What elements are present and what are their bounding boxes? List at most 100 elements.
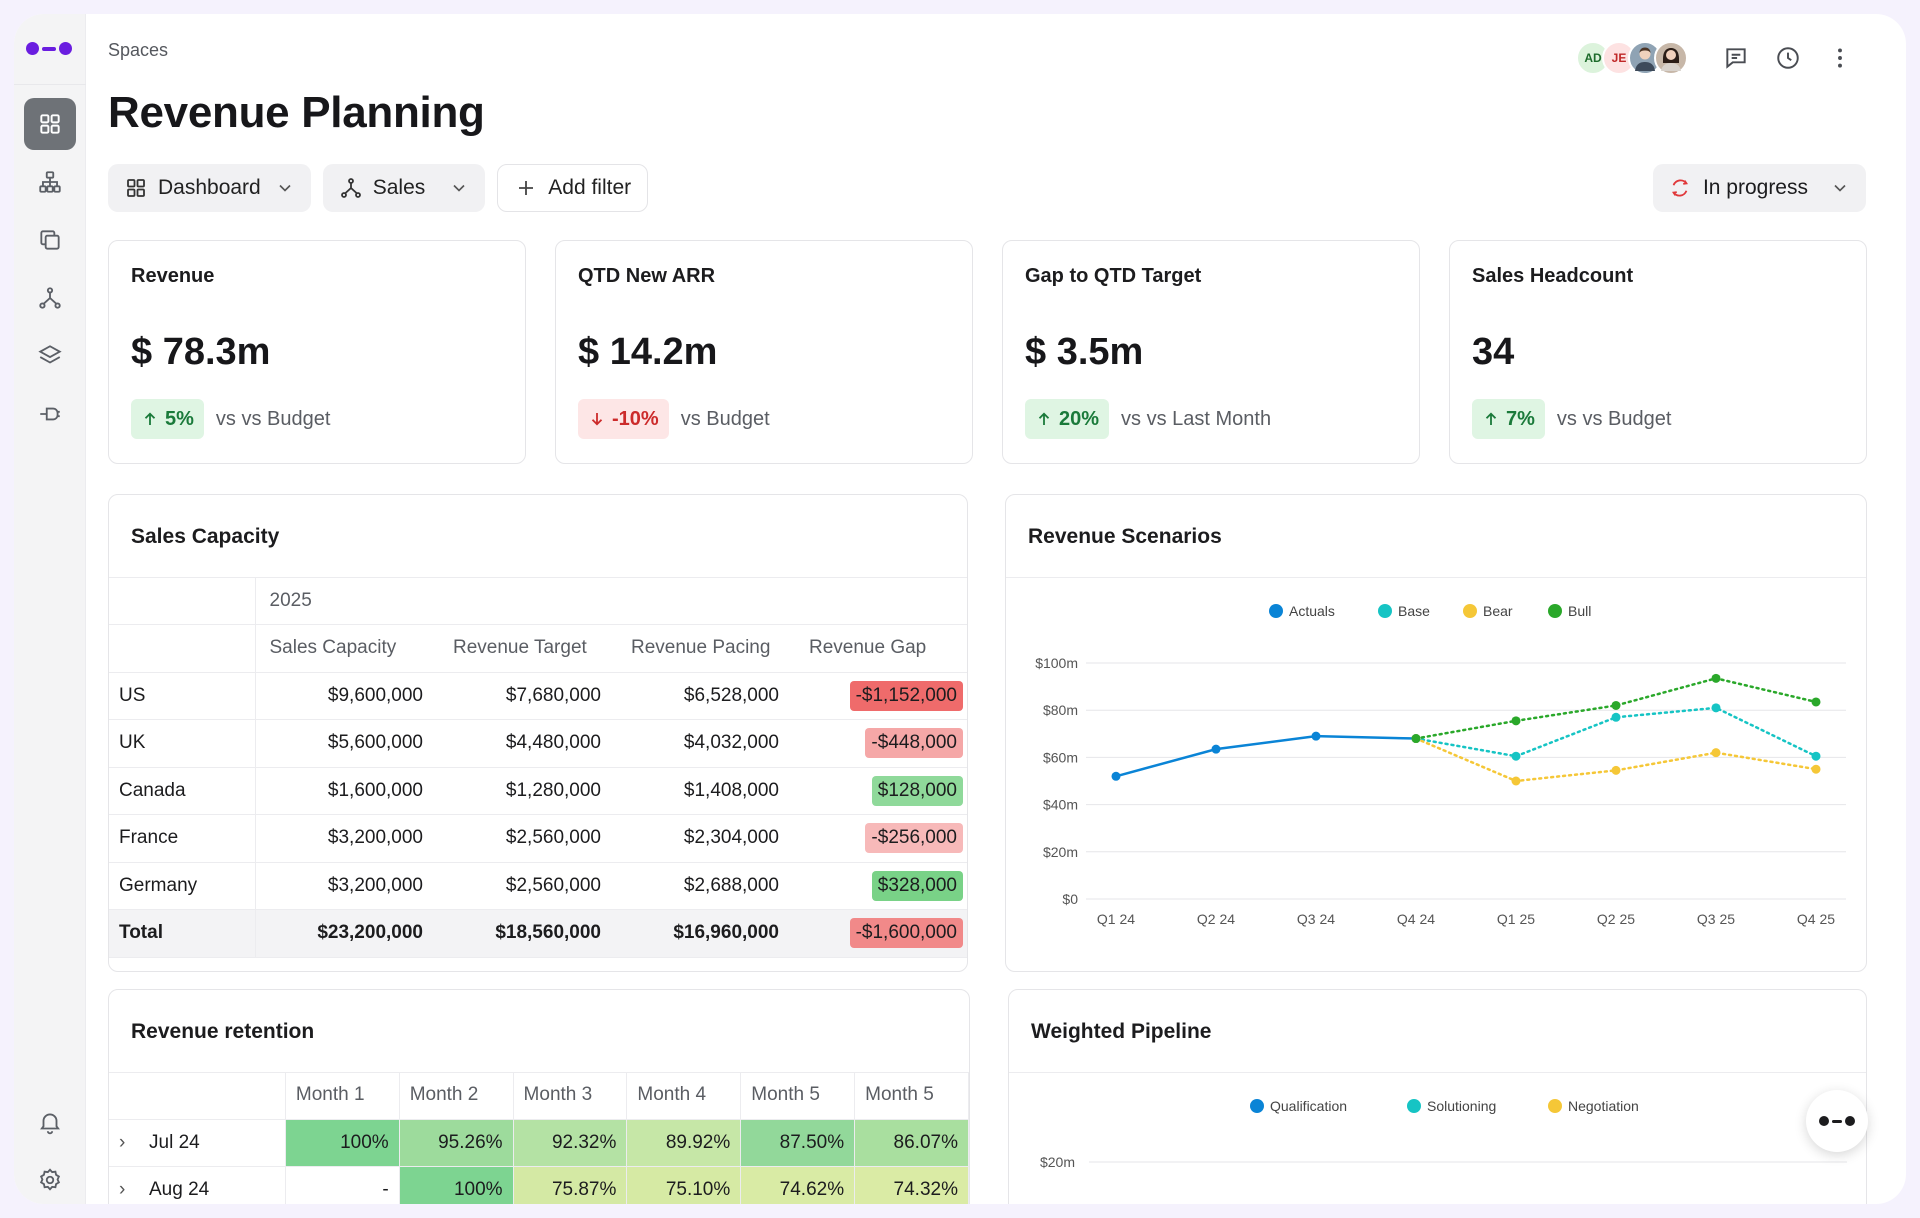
add-filter-button[interactable]: Add filter (497, 164, 649, 212)
x-tick-label: Q1 25 (1497, 911, 1535, 927)
kpi-title: Sales Headcount (1472, 265, 1634, 287)
assistant-button[interactable] (1806, 1090, 1868, 1152)
column-header[interactable]: Month 5 (740, 1072, 856, 1120)
kpi-title: Gap to QTD Target (1025, 265, 1202, 287)
kpi-value: $ 78.3m (131, 331, 271, 373)
column-header[interactable]: Sales Capacity (255, 624, 433, 673)
legend-swatch (1548, 1099, 1562, 1113)
data-point[interactable] (1611, 712, 1621, 722)
legend-item[interactable]: Qualification (1250, 1098, 1347, 1114)
legend-item[interactable]: Negotiation (1548, 1098, 1639, 1114)
column-header[interactable]: Revenue Gap (789, 624, 967, 673)
data-point[interactable] (1811, 764, 1821, 774)
revenue-scenarios-chart[interactable]: Actuals Base Bear Bull $0 $20m $40m $60m $80m $10… (1006, 579, 1866, 969)
column-header[interactable]: Month 5 (854, 1072, 969, 1120)
weighted-pipeline-chart[interactable]: Qualification Solutioning Negotiation $20m (1009, 1074, 1867, 1204)
data-point[interactable] (1611, 765, 1621, 775)
data-point[interactable] (1111, 771, 1121, 781)
sidebar-item-hierarchy[interactable] (24, 156, 76, 208)
column-header[interactable]: Month 1 (285, 1072, 400, 1120)
more-button[interactable] (1814, 32, 1866, 84)
kpi-delta: 20% (1059, 407, 1100, 430)
table-row[interactable]: UK $5,600,000 $4,480,000 $4,032,000 -$44… (109, 719, 967, 768)
kpi-compare: vs vs Last Month (1121, 407, 1272, 430)
sales-dropdown[interactable]: Sales (322, 164, 486, 212)
y-tick-label: $20m (1040, 1154, 1075, 1170)
total-row[interactable]: Total $23,200,000 $18,560,000 $16,960,00… (109, 909, 967, 958)
breadcrumb[interactable]: Spaces (108, 40, 169, 60)
data-point[interactable] (1511, 776, 1521, 786)
revenue-gap-cell: $328,000 (871, 870, 963, 901)
data-point[interactable] (1711, 748, 1721, 758)
series-line-actuals[interactable] (1114, 734, 1418, 778)
data-point[interactable] (1711, 703, 1721, 713)
legend-item[interactable]: Bear (1463, 603, 1513, 619)
comments-button[interactable] (1710, 32, 1762, 84)
column-header[interactable]: Revenue Pacing (611, 624, 789, 673)
legend-item[interactable]: Base (1378, 603, 1430, 619)
chevron-right-icon[interactable]: › (119, 1178, 126, 1200)
column-header[interactable]: Month 3 (513, 1072, 628, 1120)
arrow-down-icon (591, 413, 603, 426)
app-logo[interactable] (26, 42, 72, 55)
kpi-card-gap-to-target[interactable]: Gap to QTD Target $ 3.5m 20% vs vs Last … (1002, 240, 1420, 464)
history-button[interactable] (1762, 32, 1814, 84)
table-header-row: Month 1 Month 2 Month 3 Month 4 Month 5 … (109, 1072, 969, 1120)
retention-cell: 75.10% (626, 1166, 742, 1204)
legend-item[interactable]: Bull (1548, 603, 1591, 619)
dashboard-dropdown[interactable]: Dashboard (108, 164, 311, 212)
legend-label: Bear (1483, 603, 1513, 619)
table-row[interactable]: › Aug 24 - 100% 75.87% 75.10% 74.62% 74.3… (109, 1166, 969, 1204)
row-label: UK (109, 719, 256, 768)
toolbar: Dashboard Sales Add filter (108, 164, 649, 212)
table-row[interactable]: Germany $3,200,000 $2,560,000 $2,688,000… (109, 862, 967, 910)
kpi-card-qtd-new-arr[interactable]: QTD New ARR $ 14.2m -10% vs Budget (555, 240, 973, 464)
data-point[interactable] (1311, 731, 1321, 741)
retention-cell: 86.07% (854, 1119, 969, 1167)
table-row[interactable]: France $3,200,000 $2,560,000 $2,304,000 … (109, 814, 967, 863)
sidebar-item-dashboard[interactable] (24, 98, 76, 150)
kpi-value: $ 3.5m (1025, 331, 1144, 373)
status-dropdown[interactable]: In progress (1652, 164, 1866, 212)
data-point[interactable] (1211, 744, 1221, 754)
table-row[interactable]: US $9,600,000 $7,680,000 $6,528,000 -$1,… (109, 672, 967, 720)
chevron-down-icon (453, 184, 465, 192)
chevron-right-icon[interactable]: › (119, 1131, 126, 1153)
legend-swatch (1250, 1099, 1264, 1113)
collaborators[interactable]: AD JE (1576, 41, 1688, 75)
data-point[interactable] (1611, 700, 1621, 710)
kpi-card-sales-headcount[interactable]: Sales Headcount 34 7% vs vs Budget (1449, 240, 1867, 464)
cell: $2,304,000 (611, 814, 789, 863)
table-row[interactable]: Canada $1,600,000 $1,280,000 $1,408,000 … (109, 767, 967, 815)
layers-icon (38, 345, 62, 364)
avatar[interactable] (1654, 41, 1688, 75)
legend-item[interactable]: Actuals (1269, 603, 1335, 619)
weighted-pipeline-card: Weighted Pipeline Qualification Solutioni… (1008, 989, 1867, 1204)
sidebar-item-notifications[interactable] (24, 1096, 76, 1148)
sidebar-item-settings[interactable] (24, 1154, 76, 1204)
arrow-up-icon (144, 412, 156, 425)
kpi-value: 34 (1472, 331, 1515, 373)
sidebar-item-network[interactable] (24, 272, 76, 324)
table-row[interactable]: › Jul 24 100% 95.26% 92.32% 89.92% 87.50%… (109, 1119, 969, 1167)
data-point[interactable] (1811, 751, 1821, 761)
sidebar-item-plug[interactable] (24, 388, 76, 440)
column-header[interactable]: Month 2 (399, 1072, 514, 1120)
legend-label: Qualification (1270, 1098, 1347, 1114)
legend-item[interactable]: Solutioning (1407, 1098, 1496, 1114)
data-point[interactable] (1811, 697, 1821, 707)
sidebar-item-layers[interactable] (24, 330, 76, 382)
series-line-bull[interactable] (1414, 677, 1818, 740)
data-point[interactable] (1511, 716, 1521, 726)
legend-label: Bull (1568, 603, 1591, 619)
cell: $23,200,000 (255, 909, 433, 958)
data-point[interactable] (1511, 751, 1521, 761)
column-header[interactable]: Month 4 (626, 1072, 742, 1120)
retention-cell: 75.87% (513, 1166, 628, 1204)
sidebar-item-copies[interactable] (24, 214, 76, 266)
kpi-card-revenue[interactable]: Revenue $ 78.3m 5% vs vs Budget (108, 240, 526, 464)
row-label: Total (109, 909, 256, 958)
data-point[interactable] (1711, 673, 1721, 683)
data-point[interactable] (1411, 734, 1421, 744)
column-header[interactable]: Revenue Target (433, 624, 611, 673)
